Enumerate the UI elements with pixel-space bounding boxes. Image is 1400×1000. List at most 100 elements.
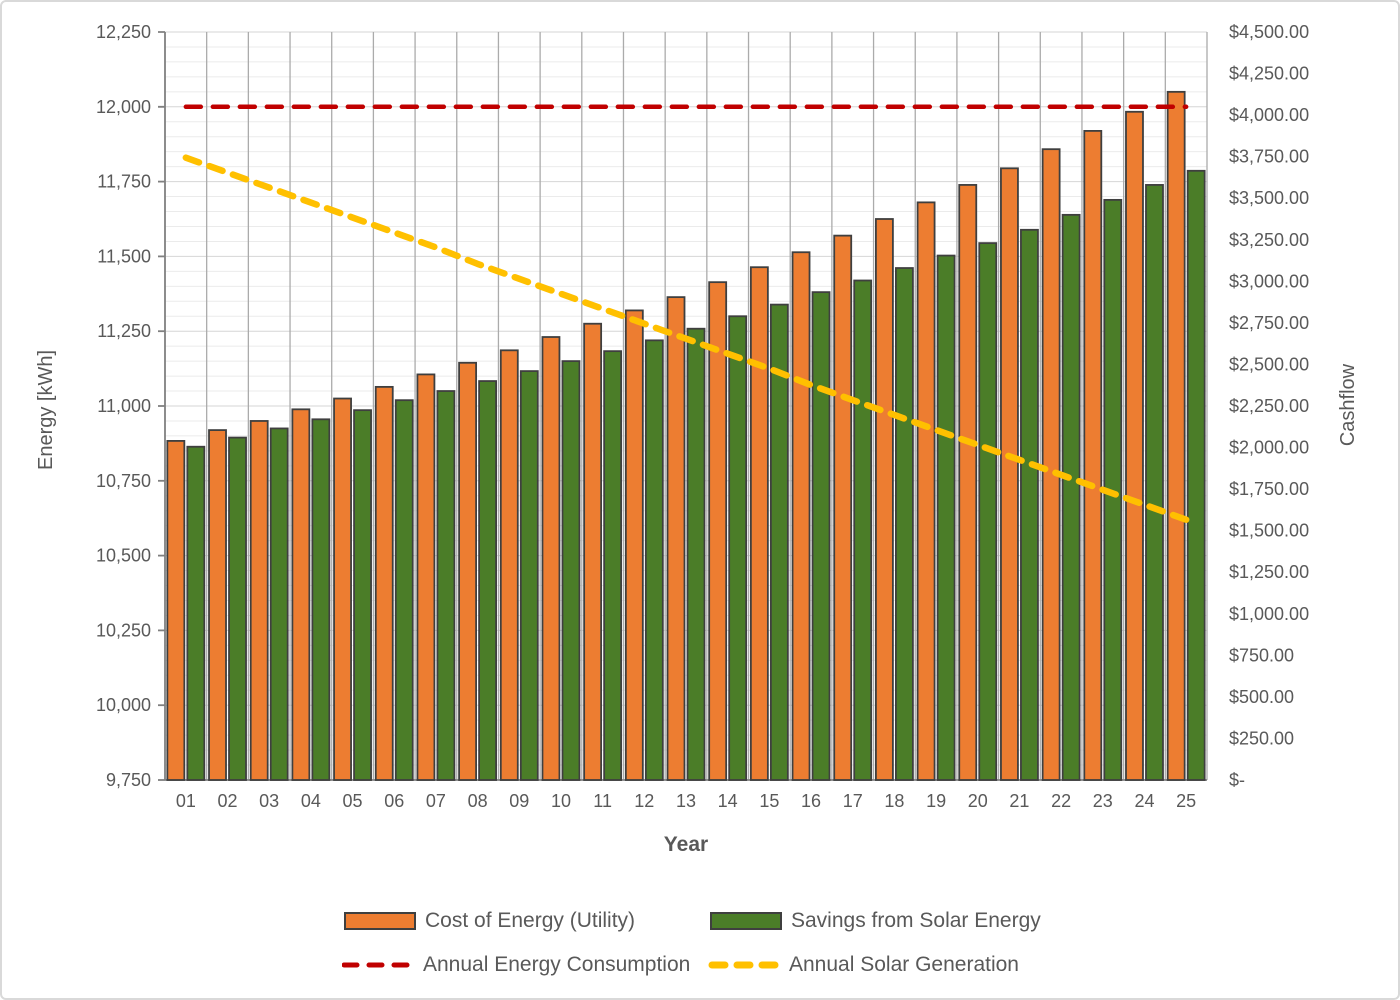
bar-savings-year-16 — [811, 291, 831, 781]
x-tick-label: 04 — [301, 791, 321, 811]
bar-cost-year-24 — [1125, 110, 1144, 781]
bar-savings-year-19 — [936, 254, 956, 781]
left-tick-label: 9,750 — [106, 770, 151, 790]
bar-cost-year-03 — [249, 420, 269, 781]
left-tick-label: 10,500 — [96, 546, 151, 566]
right-tick-label: $4,250.00 — [1229, 64, 1309, 84]
bar-savings-year-21 — [1020, 228, 1039, 781]
right-tick-label: $1,500.00 — [1229, 521, 1309, 541]
bar-cost-year-16 — [791, 251, 811, 781]
bar-cost-year-05 — [333, 397, 352, 781]
right-tick-label: $4,500.00 — [1229, 22, 1309, 42]
x-tick-label: 21 — [1009, 791, 1029, 811]
bar-cost-year-04 — [291, 408, 311, 781]
bar-savings-year-03 — [269, 427, 289, 781]
legend-label-consumption: Annual Energy Consumption — [423, 953, 691, 976]
bar-cost-year-14 — [708, 281, 728, 781]
x-tick-label: 12 — [634, 791, 654, 811]
x-tick-label: 17 — [843, 791, 863, 811]
bar-savings-year-14 — [728, 315, 748, 781]
bar-savings-year-01 — [186, 445, 206, 781]
right-tick-label: $1,750.00 — [1229, 479, 1309, 499]
x-tick-label: 13 — [676, 791, 696, 811]
left-tick-label: 11,000 — [97, 396, 151, 416]
bar-cost-year-23 — [1083, 130, 1103, 781]
bar-savings-year-10 — [561, 360, 581, 781]
right-tick-label: $250.00 — [1229, 728, 1294, 748]
x-tick-label: 07 — [426, 791, 446, 811]
x-tick-label: 10 — [551, 791, 571, 811]
bar-cost-year-17 — [833, 234, 853, 781]
legend-swatch-generation — [708, 960, 780, 970]
x-tick-label: 23 — [1093, 791, 1113, 811]
bar-cost-year-12 — [624, 309, 644, 781]
left-tick-label: 12,000 — [96, 97, 151, 117]
bar-savings-year-20 — [978, 242, 998, 781]
bar-savings-year-25 — [1186, 169, 1206, 781]
bar-savings-year-05 — [353, 409, 372, 781]
x-tick-label: 03 — [259, 791, 279, 811]
right-tick-label: $3,500.00 — [1229, 188, 1309, 208]
bar-cost-year-07 — [416, 373, 436, 781]
bar-savings-year-17 — [853, 279, 873, 781]
bar-savings-year-07 — [436, 390, 456, 781]
x-tick-label: 16 — [801, 791, 821, 811]
right-tick-label: $3,000.00 — [1229, 271, 1309, 291]
x-tick-label: 18 — [884, 791, 904, 811]
left-axis-title: Energy [kWh] — [35, 350, 57, 470]
legend-swatch-savings — [710, 912, 782, 930]
right-tick-label: $2,250.00 — [1229, 396, 1309, 416]
right-tick-label: $1,000.00 — [1229, 604, 1309, 624]
x-tick-label: 01 — [176, 791, 196, 811]
right-tick-label: $3,750.00 — [1229, 147, 1309, 167]
legend-swatch-cost — [344, 912, 416, 930]
legend-item-cost: Cost of Energy (Utility) — [344, 908, 635, 934]
bar-cost-year-21 — [1000, 167, 1019, 781]
legend-label-savings: Savings from Solar Energy — [791, 909, 1041, 932]
left-tick-label: 11,500 — [97, 246, 151, 266]
right-tick-label: $750.00 — [1229, 645, 1294, 665]
bar-savings-year-04 — [311, 418, 331, 781]
x-tick-label: 08 — [468, 791, 488, 811]
bar-savings-year-22 — [1061, 213, 1081, 781]
bar-savings-year-09 — [519, 370, 539, 781]
right-tick-label: $2,000.00 — [1229, 438, 1309, 458]
bar-cost-year-10 — [541, 336, 561, 781]
right-tick-label: $1,250.00 — [1229, 562, 1309, 582]
legend-item-savings: Savings from Solar Energy — [710, 908, 1041, 934]
bar-cost-year-08 — [458, 361, 478, 781]
plot-area: 9,750 10,000 10,250 10,500 10,750 11,000 11,25… — [35, 22, 1359, 856]
bar-savings-year-13 — [686, 327, 706, 781]
left-tick-label: 10,000 — [96, 695, 151, 715]
bar-cost-year-06 — [374, 385, 394, 781]
left-tick-label: 11,250 — [97, 321, 151, 341]
bar-cost-year-19 — [916, 201, 936, 781]
bar-cost-year-25 — [1166, 90, 1186, 781]
legend-swatch-consumption — [342, 960, 414, 970]
x-tick-label: 25 — [1176, 791, 1196, 811]
right-tick-label: $2,750.00 — [1229, 313, 1309, 333]
right-tick-label: $2,500.00 — [1229, 354, 1309, 374]
bar-savings-year-08 — [478, 380, 498, 781]
x-tick-label: 19 — [926, 791, 946, 811]
bar-savings-year-12 — [644, 339, 664, 781]
x-tick-label: 11 — [593, 791, 612, 811]
bar-savings-year-18 — [895, 267, 914, 781]
legend-label-generation: Annual Solar Generation — [789, 953, 1019, 976]
annual-solar-generation-line — [182, 154, 1190, 523]
bar-cost-year-09 — [499, 349, 519, 781]
legend-item-consumption: Annual Energy Consumption — [342, 952, 690, 978]
bar-savings-year-02 — [228, 436, 247, 781]
x-tick-label: 20 — [968, 791, 988, 811]
x-tick-label: 06 — [384, 791, 404, 811]
bar-cost-year-18 — [875, 218, 894, 781]
right-tick-label: $500.00 — [1229, 687, 1294, 707]
x-tick-label: 09 — [509, 791, 529, 811]
x-tick-label: 22 — [1051, 791, 1071, 811]
legend-item-generation: Annual Solar Generation — [708, 952, 1019, 978]
x-tick-label: 24 — [1134, 791, 1154, 811]
bar-cost-year-15 — [749, 266, 769, 781]
legend-label-cost: Cost of Energy (Utility) — [425, 909, 636, 932]
left-tick-label: 12,250 — [96, 22, 151, 42]
